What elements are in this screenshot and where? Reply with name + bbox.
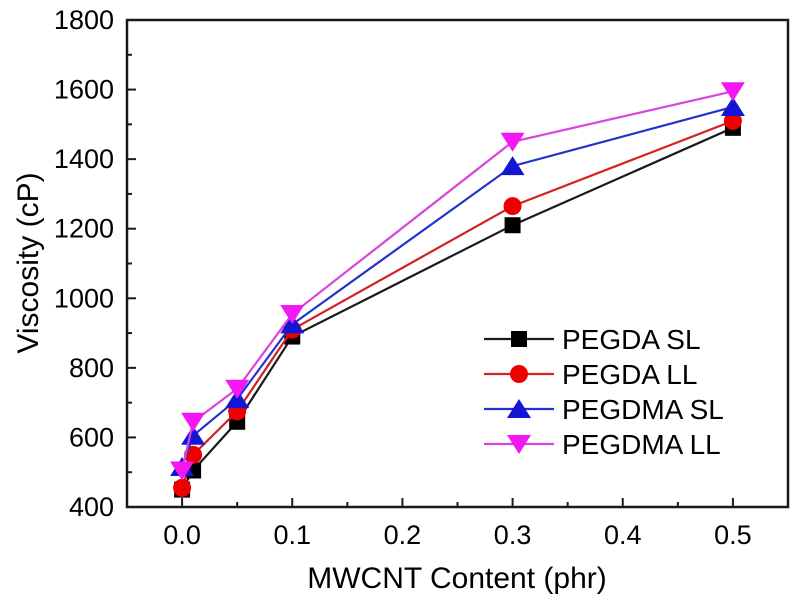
data-point-pegdma-ll [225,379,250,399]
legend-item-pegdma-ll: PEGDMA LL [484,429,721,460]
legend-item-pegda-ll: PEGDA LL [484,359,697,390]
x-tick-label: 0.0 [163,520,201,550]
x-axis-title: MWCNT Content (phr) [307,562,607,595]
y-tick-label: 400 [69,492,114,522]
data-point-pegda-sl [504,217,521,234]
y-tick-label: 1600 [54,75,114,105]
legend-label-pegdma-sl: PEGDMA SL [562,394,724,425]
data-point-pegdma-ll [181,412,206,432]
data-point-pegdma-ll [170,461,195,481]
legend-marker-pegda-sl [511,331,527,347]
labels-layer: MWCNT Content (phr) Viscosity (cP) [12,172,607,595]
y-tick-label: 1000 [54,283,114,313]
data-point-pegdma-ll [500,132,525,152]
data-point-pegda-ll [503,197,522,216]
legend-label-pegda-ll: PEGDA LL [562,359,697,390]
series-layer [170,82,745,498]
y-axis-title: Viscosity (cP) [12,172,45,353]
x-tick-label: 0.2 [384,520,422,550]
legend: PEGDA SL PEGDA LL PEGDMA SL PEGDMA LL [484,324,724,460]
data-point-pegdma-ll [720,82,745,102]
y-tick-label: 1800 [54,5,114,35]
y-tick-label: 600 [69,422,114,452]
data-point-pegdma-sl [500,156,525,176]
data-point-pegda-ll [173,478,192,497]
y-tick-label: 1400 [54,144,114,174]
x-tick-label: 0.3 [494,520,532,550]
legend-item-pegda-sl: PEGDA SL [484,324,701,355]
data-point-pegdma-sl [181,425,206,445]
x-tick-label: 0.4 [604,520,642,550]
data-point-pegdma-ll [280,304,305,324]
x-tick-label: 0.5 [714,520,752,550]
series-line-pegdma-ll [181,90,734,471]
y-tick-label: 800 [69,353,114,383]
axes-layer: 0.0 0.1 0.2 0.3 0.4 0.5 400 600 800 1000 1200 1400 1… [54,5,790,550]
legend-marker-pegdma-sl [507,399,531,418]
data-point-pegdma-sl [720,96,745,116]
x-tick-label: 0.1 [273,520,311,550]
legend-marker-pegdma-ll [507,435,531,454]
y-tick-label: 1200 [54,214,114,244]
legend-item-pegdma-sl: PEGDMA SL [484,394,724,425]
data-point-pegda-ll [723,111,742,130]
legend-label-pegdma-ll: PEGDMA LL [562,429,721,460]
series-pegdma-ll [170,82,745,481]
legend-marker-pegda-ll [510,365,528,383]
legend-label-pegda-sl: PEGDA SL [562,324,701,355]
